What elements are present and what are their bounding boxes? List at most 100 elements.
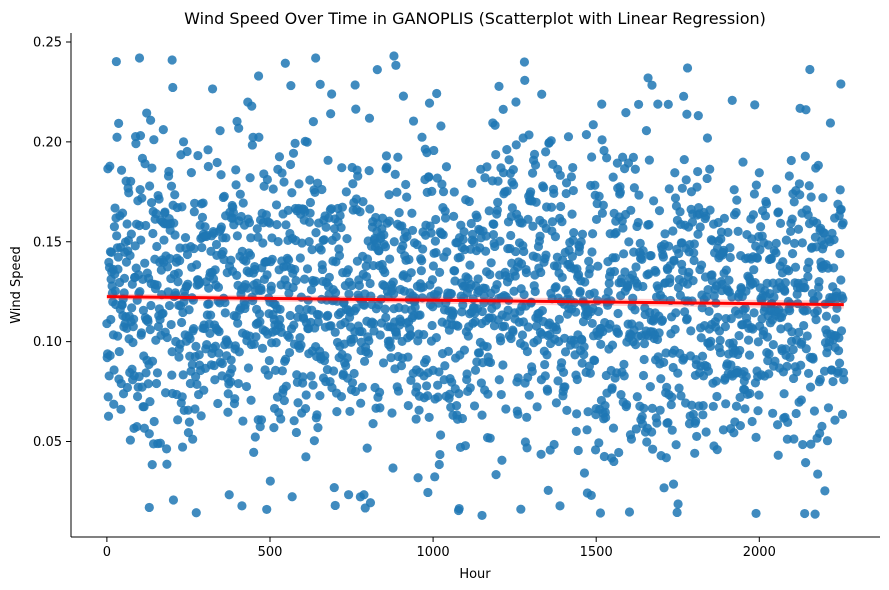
scatter-point <box>684 267 694 277</box>
scatter-point <box>795 190 805 200</box>
scatter-point <box>199 385 209 395</box>
scatter-point <box>611 227 621 238</box>
scatter-point <box>734 331 744 341</box>
scatter-point <box>729 428 739 438</box>
scatter-point <box>549 188 559 199</box>
scatter-point <box>735 392 745 402</box>
scatter-point <box>129 314 139 324</box>
scatter-point <box>522 443 532 453</box>
scatter-point <box>698 401 708 411</box>
scatter-point <box>493 176 503 186</box>
scatter-point <box>162 459 172 469</box>
scatter-point <box>588 229 598 239</box>
scatter-point <box>429 145 439 156</box>
scatter-point <box>386 342 396 352</box>
scatter-point <box>342 234 352 244</box>
scatter-point <box>489 219 499 229</box>
scatter-point <box>293 398 303 408</box>
scatter-point <box>665 274 675 284</box>
scatter-point <box>790 262 801 272</box>
scatter-point <box>295 333 305 343</box>
scatter-point <box>573 445 583 456</box>
scatter-point <box>334 244 344 254</box>
scatter-point <box>596 339 606 349</box>
scatter-point <box>143 379 153 389</box>
scatter-point <box>834 333 844 343</box>
scatter-point <box>112 231 122 241</box>
scatter-point <box>267 254 277 264</box>
scatter-point <box>207 84 218 94</box>
axes: 0 500 1000 1500 2000 0.05 0.10 0.15 0.20 0.25 <box>33 33 880 560</box>
scatter-point <box>204 283 214 293</box>
scatter-point <box>320 351 330 361</box>
scatter-point <box>491 149 501 160</box>
scatter-point <box>770 356 780 366</box>
scatter-point <box>751 432 761 442</box>
scatter-point <box>146 300 156 311</box>
scatter-point <box>185 334 195 344</box>
scatter-point <box>467 229 478 239</box>
scatter-point <box>392 187 402 197</box>
scatter-point <box>773 207 784 217</box>
scatter-point <box>196 411 206 421</box>
scatter-point <box>754 168 764 178</box>
scatter-point <box>613 328 623 339</box>
scatter-point <box>836 204 846 214</box>
scatter-point <box>434 367 444 377</box>
scatter-point <box>112 132 122 142</box>
scatter-point <box>433 286 443 296</box>
scatter-point <box>815 374 825 384</box>
scatter-point <box>662 382 672 392</box>
scatter-point <box>213 398 223 409</box>
scatter-point <box>639 354 649 365</box>
scatter-point <box>453 321 463 331</box>
scatter-point <box>568 235 578 245</box>
scatter-point <box>536 449 546 459</box>
scatter-point <box>348 179 358 189</box>
scatter-point <box>530 160 541 170</box>
scatter-point <box>626 434 637 444</box>
scatter-point <box>291 427 302 438</box>
scatter-point <box>223 389 233 399</box>
scatter-point <box>480 173 490 183</box>
scatter-point <box>223 339 234 349</box>
scatter-point <box>389 237 399 247</box>
scatter-point <box>808 354 818 364</box>
scatter-point <box>304 237 314 247</box>
scatter-point <box>194 350 204 360</box>
scatter-point <box>539 182 549 193</box>
scatter-point <box>189 207 199 217</box>
scatter-point <box>557 217 567 227</box>
scatter-point <box>155 438 165 448</box>
scatter-point <box>184 417 195 427</box>
scatter-point <box>615 187 625 197</box>
scatter-point <box>378 358 389 368</box>
scatter-point <box>299 274 310 284</box>
scatter-point <box>668 479 679 489</box>
x-tick-label: 1500 <box>580 545 613 560</box>
scatter-point <box>838 367 849 378</box>
scatter-point <box>509 286 519 296</box>
scatter-point <box>657 315 668 325</box>
scatter-point <box>803 210 813 220</box>
scatter-point <box>506 230 516 241</box>
scatter-point <box>166 181 177 191</box>
scatter-point <box>433 380 443 390</box>
scatter-point <box>464 196 474 207</box>
scatter-point <box>779 389 789 399</box>
scatter-point <box>682 63 693 73</box>
scatter-point <box>510 271 520 281</box>
scatter-point <box>485 357 496 368</box>
scatter-point <box>280 58 290 68</box>
scatter-point <box>579 342 589 352</box>
scatter-point <box>337 163 347 173</box>
scatter-point <box>247 101 257 111</box>
scatter-point <box>440 213 451 223</box>
scatter-point <box>477 306 487 317</box>
scatter-point <box>347 280 357 291</box>
scatter-point <box>589 355 600 366</box>
scatter-point <box>668 226 678 236</box>
scatter-point <box>357 327 367 337</box>
scatter-point <box>752 253 762 263</box>
scatter-point <box>524 130 534 140</box>
